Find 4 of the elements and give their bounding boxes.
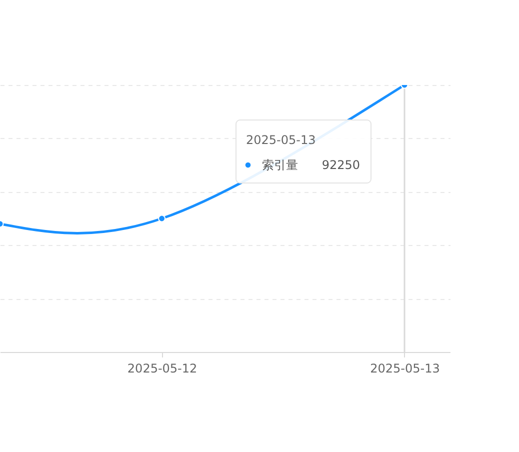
legend-label: 索引量	[262, 158, 298, 172]
annotation: 2025-05-13	[246, 133, 316, 147]
x-tick-label: 2025-05-12	[127, 362, 198, 376]
annotation: 92250	[322, 158, 360, 172]
